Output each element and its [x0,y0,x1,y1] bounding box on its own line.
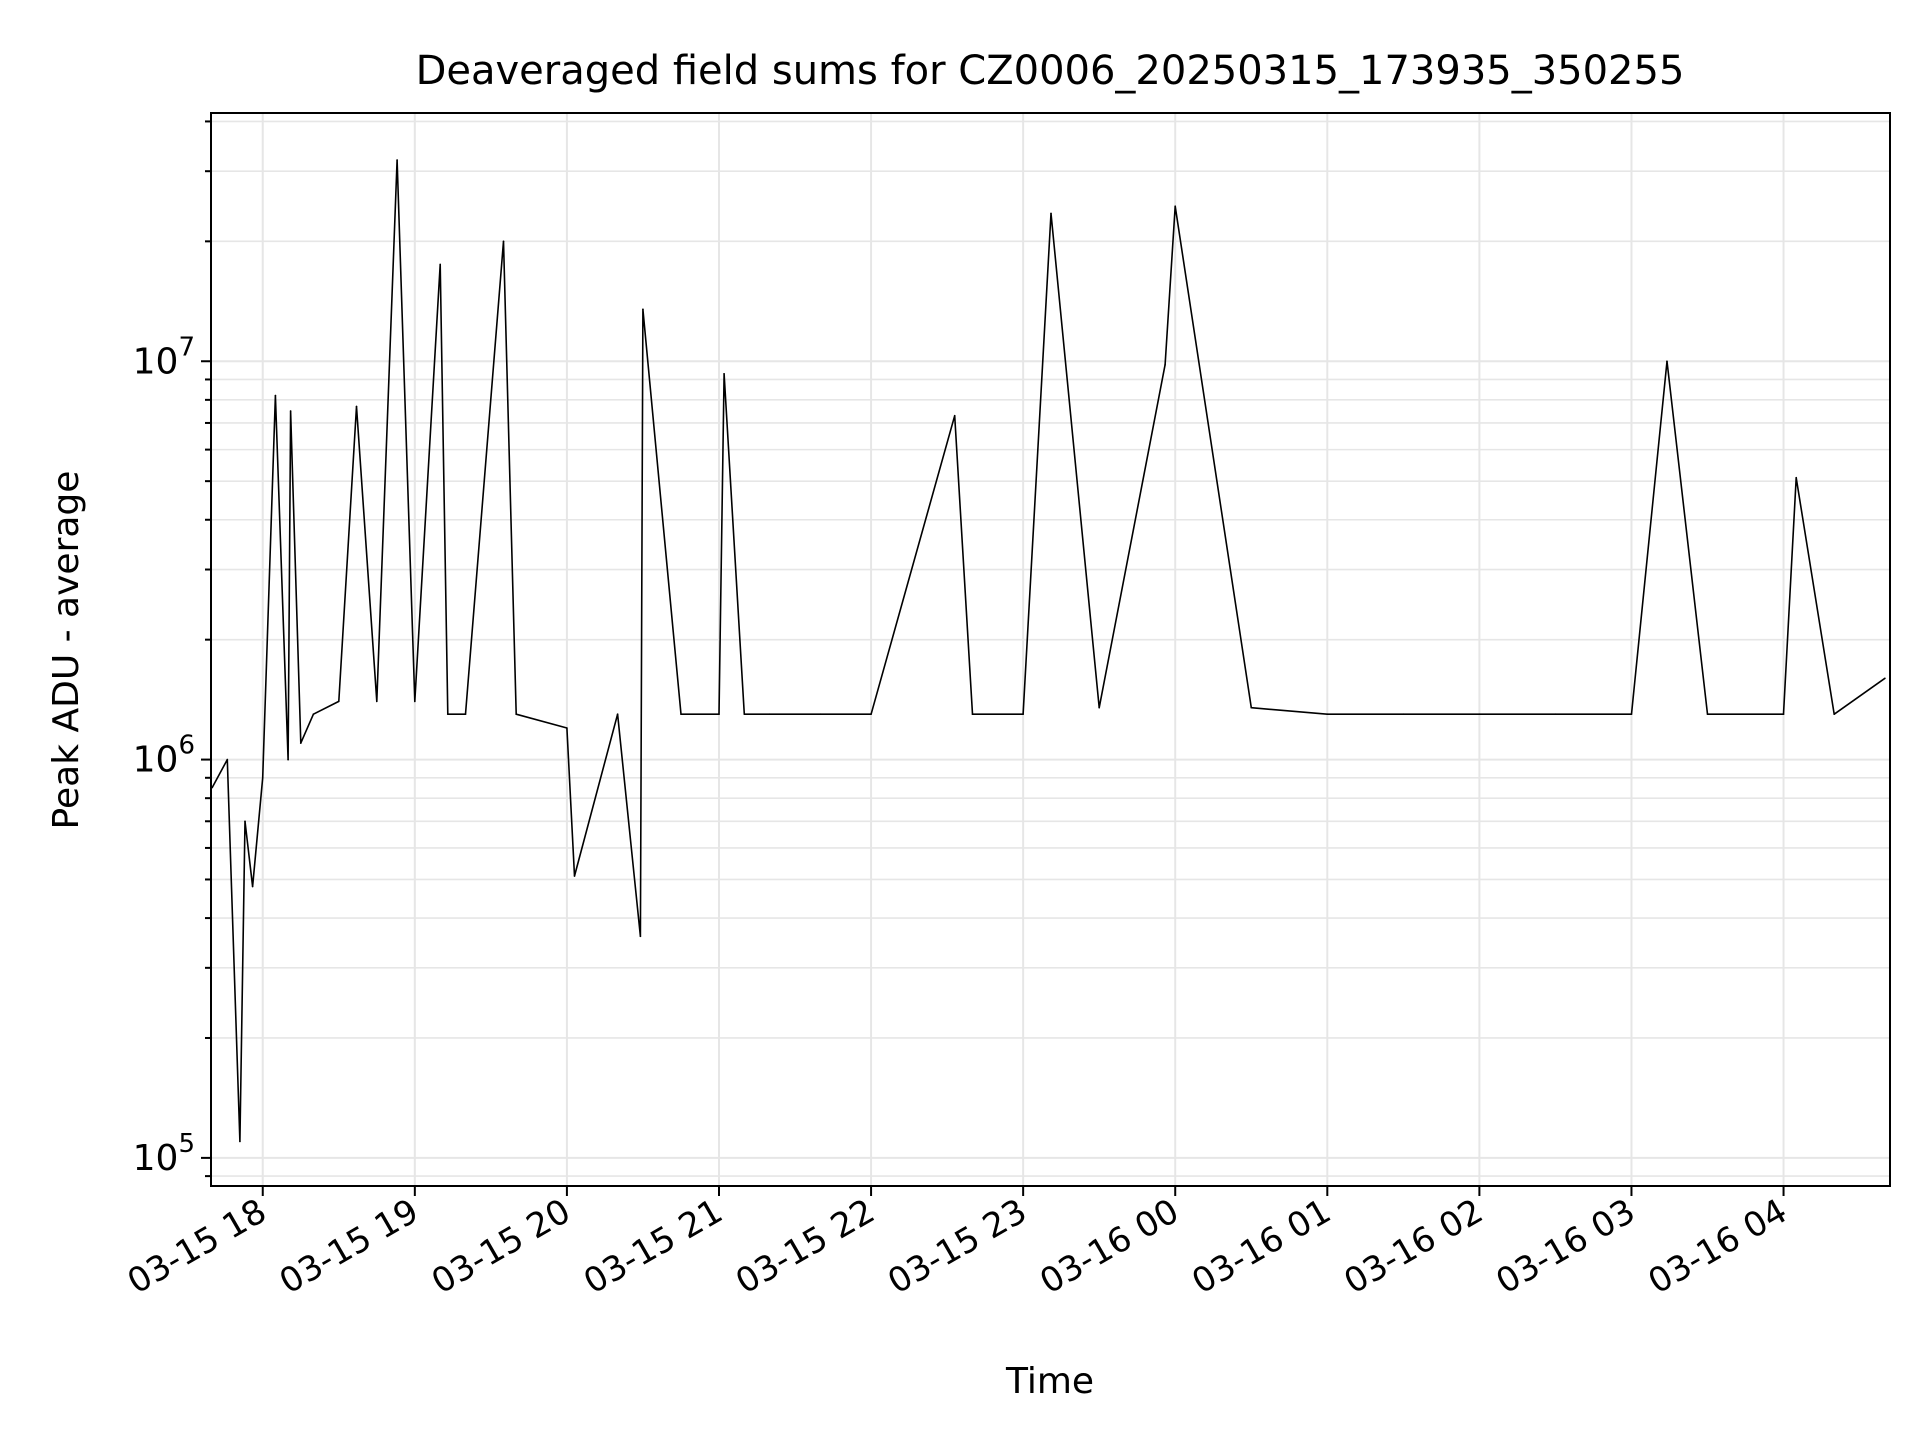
data-point [251,885,254,888]
data-point [274,394,277,397]
y-tick-label-base: 10 [133,740,179,781]
data-point [1795,476,1798,479]
data-point [1630,713,1633,715]
data-point [1782,713,1785,715]
data-point [1326,713,1329,715]
data-point [1174,205,1177,208]
data-point [870,713,872,715]
data-point [239,1140,241,1143]
data-point [616,713,619,715]
x-axis-label: Time [1005,1361,1094,1402]
y-tick-label: 107 [133,332,195,382]
data-point [1884,677,1886,680]
data-point [439,263,441,266]
data-point [1022,713,1024,715]
data-point [1706,713,1709,715]
data-point [1402,713,1405,715]
data-point [953,414,956,417]
series-line [211,159,1886,1143]
data-point [723,373,725,375]
data-point [642,308,644,311]
data-point [1833,713,1836,715]
data-point [355,405,358,408]
data-point [414,700,416,703]
data-point [639,935,642,938]
data-point [396,159,398,161]
y-tick-label-exponent: 5 [178,1129,195,1159]
data-point [1050,212,1052,215]
series-group [211,159,1886,1143]
data-point [376,700,378,703]
data-point [244,820,246,823]
data-point [502,240,505,243]
data-point [446,713,449,715]
y-tick-label-base: 10 [133,1138,179,1179]
data-point [1666,360,1668,363]
data-point [718,713,720,715]
data-point [566,727,568,729]
data-point [226,758,229,761]
y-tick-label-base: 10 [133,341,179,382]
data-point [971,713,974,715]
data-point [1554,713,1557,715]
data-point [1098,706,1100,709]
data-point [337,700,340,703]
data-point [1250,706,1253,709]
data-point [1164,363,1166,366]
data-point [464,713,467,715]
grid [211,113,1890,1186]
chart-title: Deaveraged field sums for CZ0006_2025031… [416,48,1685,94]
data-point [768,713,771,715]
y-tick-label: 106 [133,731,195,781]
data-point [312,713,315,715]
data-point [515,713,518,715]
data-point [1478,713,1481,715]
data-point [287,758,289,761]
y-tick-label: 105 [133,1129,195,1179]
y-tick-label-exponent: 6 [178,731,195,761]
data-point [299,742,302,744]
data-point [819,713,822,715]
data-point [743,713,746,715]
plot-frame [210,112,1891,1187]
y-axis-label: Peak ADU - average [46,471,87,830]
y-tick-label-exponent: 7 [178,332,195,362]
data-point [680,713,682,715]
data-point [573,875,576,877]
data-point [289,410,292,412]
data-point [261,776,264,779]
